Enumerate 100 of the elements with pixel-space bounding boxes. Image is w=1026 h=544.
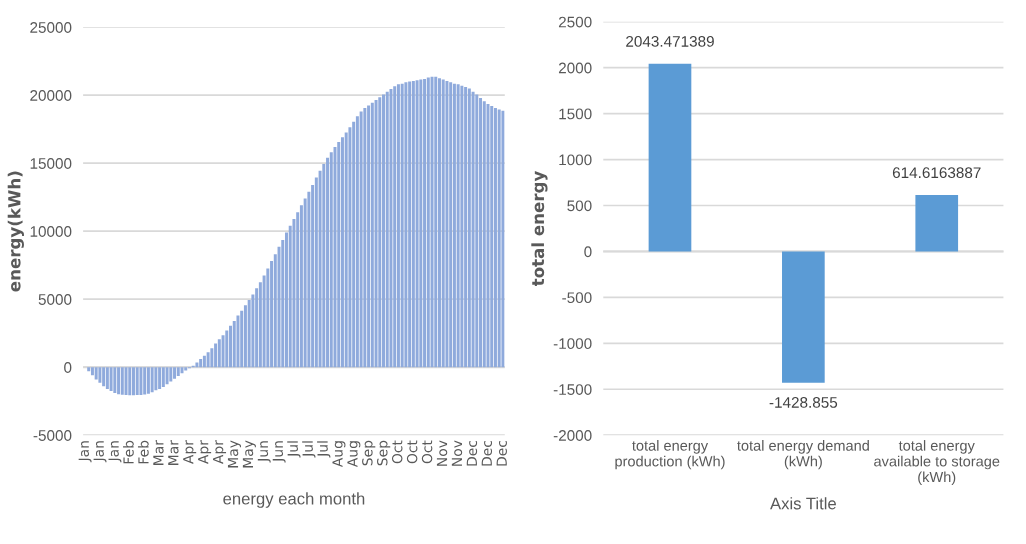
- bar: [146, 367, 150, 394]
- bar: [225, 330, 229, 368]
- x-axis-title: Axis Title: [770, 497, 836, 510]
- bar: [389, 89, 393, 368]
- bar: [393, 86, 397, 368]
- bar: [464, 87, 468, 368]
- y-tick-label: 2000: [558, 62, 592, 74]
- y-axis-title: energy(kWh): [7, 171, 24, 292]
- x-tick-label: Aug: [347, 441, 361, 468]
- bar: [408, 81, 412, 368]
- x-tick-label: Jul: [302, 441, 316, 458]
- x-tick-label: Apr: [198, 440, 212, 464]
- bar: [423, 78, 427, 368]
- bar: [460, 85, 464, 368]
- bar: [471, 91, 475, 368]
- bar: [363, 108, 367, 368]
- bar: [445, 80, 449, 368]
- x-tick-label: total energy demand (kWh): [737, 440, 869, 470]
- x-tick-label: Nov: [451, 440, 463, 466]
- x-tick-label: May: [227, 440, 241, 468]
- data-label: 614.6163887: [892, 167, 981, 179]
- bar: [124, 367, 128, 396]
- bar: [441, 79, 445, 368]
- bar: [128, 367, 132, 396]
- x-tick-label: Feb: [137, 440, 149, 464]
- bar: [169, 367, 173, 382]
- bar: [229, 325, 232, 368]
- y-tick-label: 0: [584, 246, 592, 258]
- bar: [404, 82, 408, 368]
- bar: [456, 84, 460, 368]
- x-tick-label: Mar: [168, 440, 179, 465]
- y-tick-label: -500: [562, 292, 592, 304]
- bar: [173, 367, 177, 379]
- y-tick-label: 10000: [30, 226, 72, 237]
- bar: [497, 109, 501, 368]
- bar: [113, 367, 117, 394]
- bar: [374, 99, 378, 368]
- y-tick-label: -5000: [33, 430, 72, 441]
- bar: [396, 84, 400, 368]
- bar: [206, 352, 210, 368]
- bar: [158, 367, 162, 389]
- y-tick-label: 1000: [559, 154, 592, 166]
- bar: [493, 108, 497, 368]
- y-axis-title: total energy: [531, 170, 548, 287]
- bar: [430, 76, 434, 368]
- bar: [120, 367, 124, 395]
- x-tick-label: Sep: [377, 440, 391, 466]
- bar: [411, 80, 415, 368]
- x-axis-title: energy each month: [223, 492, 365, 508]
- y-tick-label: 25000: [30, 22, 72, 33]
- bar: [139, 367, 143, 395]
- x-tick-label: total energy available to storage (kWh): [874, 440, 1000, 486]
- bar: [161, 367, 165, 387]
- y-tick-label: 15000: [30, 158, 72, 169]
- bar: [501, 110, 505, 368]
- bar: [437, 78, 441, 368]
- bar: [449, 82, 453, 368]
- bar: [202, 355, 206, 368]
- bar: [94, 367, 98, 380]
- bar: [782, 251, 825, 383]
- x-tick-label: Oct: [421, 440, 433, 464]
- y-tick-label: -1000: [553, 338, 592, 350]
- x-tick-label: Feb: [123, 440, 134, 464]
- bar: [482, 101, 486, 368]
- bar: [154, 367, 158, 391]
- x-tick-label: Aug: [332, 441, 346, 468]
- bar: [199, 359, 203, 368]
- bar: [214, 343, 218, 368]
- x-tick-label: total energy production (kWh): [615, 440, 725, 470]
- bar: [479, 97, 483, 368]
- data-label: 2043.471389: [626, 35, 714, 47]
- bar: [135, 367, 139, 396]
- bar: [434, 76, 438, 368]
- y-tick-label: 1500: [559, 108, 592, 120]
- bar: [131, 367, 135, 396]
- y-tick-label: -1500: [553, 384, 592, 395]
- x-tick-label: Mar: [153, 440, 164, 465]
- x-tick-label: Jul: [287, 441, 301, 458]
- x-tick-label: Jun: [257, 441, 271, 463]
- data-label: -1428.855: [769, 397, 838, 408]
- y-tick-label: 20000: [30, 90, 72, 101]
- bar: [355, 116, 359, 368]
- bar: [426, 77, 430, 368]
- x-tick-label: Nov: [436, 440, 448, 466]
- bar: [452, 83, 456, 368]
- x-tick-label: Oct: [406, 440, 418, 464]
- bar: [385, 91, 389, 368]
- x-tick-label: Apr: [183, 440, 197, 464]
- bar: [98, 367, 102, 383]
- bar: [367, 105, 371, 368]
- bar: [236, 315, 240, 368]
- bar: [915, 194, 959, 252]
- bar: [105, 367, 109, 389]
- bar: [490, 106, 494, 368]
- bar: [87, 367, 91, 372]
- bar: [165, 367, 169, 385]
- bar: [419, 79, 423, 368]
- x-tick-label: Apr: [213, 440, 227, 464]
- x-tick-label: Dec: [466, 440, 478, 466]
- bar: [370, 102, 374, 368]
